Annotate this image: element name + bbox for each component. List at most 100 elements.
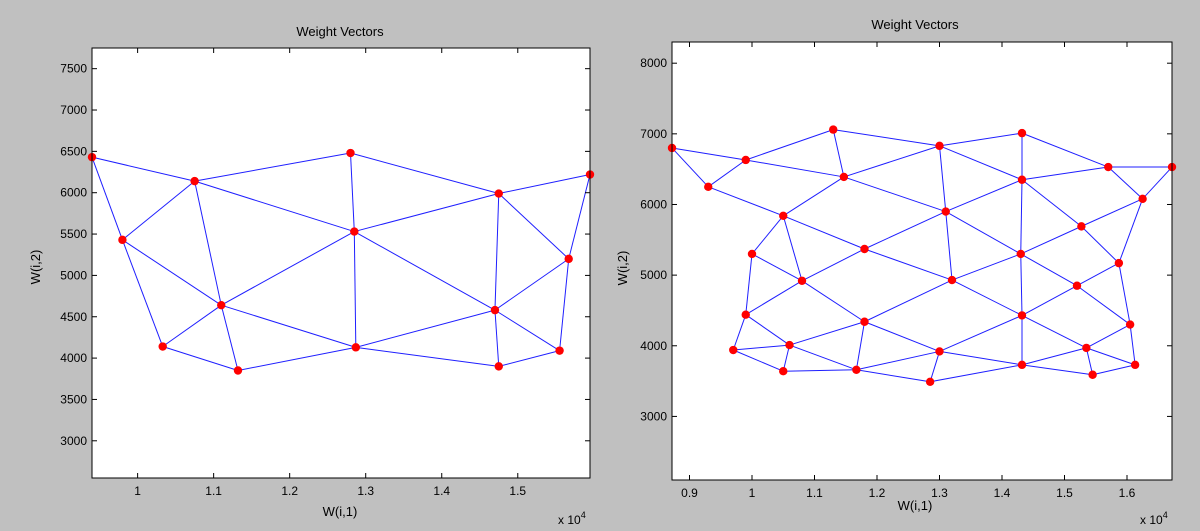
- mesh-edge: [1021, 179, 1082, 227]
- x-axis-label: W(i,1): [898, 498, 933, 513]
- y-tick-label: 3500: [60, 392, 87, 406]
- x-axis-ticks: 0.9 1 1.1 1.2 1.3 1.4 1.5 1.6: [681, 42, 1136, 500]
- weight-vector-point: [217, 300, 226, 310]
- mesh-edge: [783, 369, 857, 372]
- weight-vector-point: [1017, 175, 1027, 184]
- mesh-edge: [708, 186, 784, 217]
- weight-vector-point: [935, 347, 944, 356]
- x-tick-label: 1.4: [994, 486, 1011, 500]
- mesh-edge: [1081, 226, 1120, 264]
- mesh-edge: [353, 231, 357, 348]
- weight-vector-point: [797, 276, 807, 285]
- mesh-edge: [1020, 179, 1023, 254]
- weight-vector-point: [925, 377, 935, 387]
- y-tick-label: 7000: [60, 103, 87, 117]
- mesh-edges: [91, 152, 591, 371]
- weight-vector-point: [1130, 360, 1140, 370]
- x-tick-label: 1.2: [281, 484, 298, 498]
- weight-vector-point: [839, 172, 849, 182]
- mesh-edge: [194, 152, 351, 182]
- weight-vector-point: [1088, 370, 1097, 379]
- mesh-edge: [1118, 263, 1131, 325]
- x-tick-label: 0.9: [681, 486, 698, 500]
- weight-vector-point: [346, 148, 355, 158]
- weight-vector-point: [158, 342, 167, 351]
- mesh-edge: [951, 279, 1023, 316]
- mesh-edge: [237, 346, 356, 371]
- y-tick-label: 4000: [60, 351, 87, 365]
- mesh-edge: [745, 253, 753, 315]
- mesh-edge: [833, 129, 940, 147]
- x-axis-exponent: x 104: [558, 510, 586, 527]
- mesh-edge: [782, 215, 803, 281]
- weight-vector-point: [829, 125, 838, 134]
- mesh-edge: [671, 147, 746, 161]
- mesh-edge: [1076, 285, 1131, 325]
- y-tick-label: 6000: [640, 197, 667, 211]
- weight-vector-point: [779, 211, 788, 220]
- mesh-edge: [801, 248, 865, 282]
- mesh-edge: [782, 344, 790, 372]
- mesh-edge: [559, 258, 570, 351]
- weight-vector-point: [941, 207, 950, 216]
- y-tick-label: 7500: [60, 62, 87, 76]
- weight-vector-point: [1114, 258, 1124, 268]
- x-tick-label: 1.2: [869, 486, 886, 500]
- weight-vector-point: [494, 362, 503, 371]
- y-tick-label: 6500: [60, 144, 87, 158]
- x-tick-label: 1.3: [357, 484, 374, 498]
- mesh-edge: [843, 145, 940, 178]
- x-tick-label: 1.3: [931, 486, 948, 500]
- weight-vector-point: [1017, 311, 1027, 320]
- mesh-edge: [220, 305, 239, 371]
- weight-vector-point: [1017, 128, 1027, 138]
- plot-title: Weight Vectors: [296, 24, 384, 39]
- mesh-edge: [733, 344, 790, 351]
- x-tick-label: 1.1: [806, 486, 823, 500]
- mesh-edge: [494, 310, 500, 367]
- x-axis-exponent: x 104: [1140, 510, 1168, 527]
- y-tick-label: 3000: [640, 409, 667, 423]
- weight-vector-point: [1077, 222, 1086, 231]
- x-tick-label: 1.1: [205, 484, 222, 498]
- axes-frame: [91, 47, 591, 479]
- mesh-edge: [939, 132, 1023, 147]
- mesh-edge: [350, 152, 499, 195]
- mesh-edge: [745, 159, 844, 178]
- mesh-edge: [939, 145, 1023, 181]
- x-axis-ticks: 1 1.1 1.2 1.3 1.4 1.5: [134, 48, 526, 498]
- weight-vector-point: [860, 317, 869, 326]
- weight-vector-point: [350, 227, 359, 236]
- mesh-edge: [162, 304, 222, 347]
- mesh-edge: [1092, 364, 1136, 376]
- mesh-edge: [945, 211, 1021, 255]
- mesh-edge: [1086, 324, 1131, 349]
- x-tick-label: 1.5: [1056, 486, 1073, 500]
- mesh-edge: [1020, 253, 1023, 316]
- mesh-edge: [221, 304, 356, 348]
- mesh-edge: [951, 253, 1021, 281]
- mesh-edge: [498, 193, 570, 260]
- mesh-edge: [350, 152, 355, 232]
- mesh-edge: [929, 351, 940, 382]
- weight-vector-points: [87, 148, 595, 375]
- mesh-edge: [789, 344, 857, 371]
- mesh-edge: [91, 156, 123, 241]
- axes-background: [672, 42, 1172, 480]
- weight-vector-point: [785, 340, 794, 350]
- weight-vector-point: [351, 343, 361, 352]
- x-tick-label: 1.4: [433, 484, 450, 498]
- mesh-edge: [745, 280, 803, 316]
- mesh-edge: [1021, 166, 1109, 181]
- mesh-edge: [945, 179, 1023, 213]
- weight-vector-point: [704, 182, 713, 192]
- mesh-edge: [939, 145, 947, 212]
- weight-vector-point: [118, 235, 127, 245]
- weight-vector-points: [667, 125, 1177, 387]
- y-axis-ticks: 3000 3500 4000 4500 5000 5500 6000 6500 7000 7500: [60, 62, 590, 448]
- weight-vector-point: [1138, 194, 1147, 204]
- mesh-edge: [751, 215, 784, 255]
- weight-vector-point: [1072, 281, 1082, 290]
- mesh-edge: [939, 350, 1023, 366]
- mesh-edge: [864, 248, 953, 281]
